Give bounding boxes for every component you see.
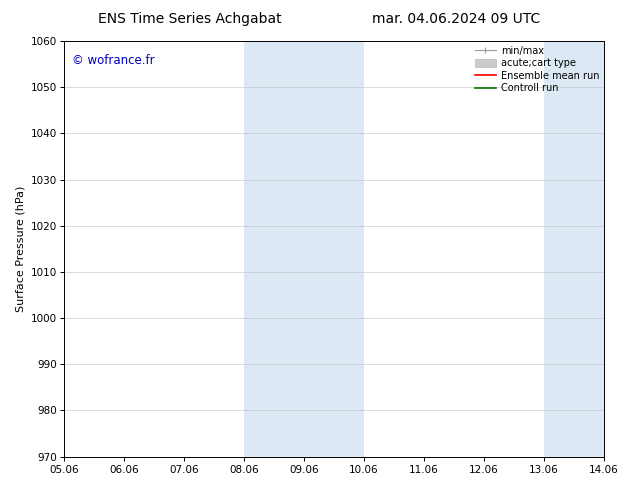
Text: ENS Time Series Achgabat: ENS Time Series Achgabat <box>98 12 282 26</box>
Text: © wofrance.fr: © wofrance.fr <box>72 53 155 67</box>
Text: mar. 04.06.2024 09 UTC: mar. 04.06.2024 09 UTC <box>372 12 541 26</box>
Y-axis label: Surface Pressure (hPa): Surface Pressure (hPa) <box>15 186 25 312</box>
Legend: min/max, acute;cart type, Ensemble mean run, Controll run: min/max, acute;cart type, Ensemble mean … <box>472 43 602 96</box>
Bar <box>244 41 364 457</box>
Bar <box>544 41 604 457</box>
